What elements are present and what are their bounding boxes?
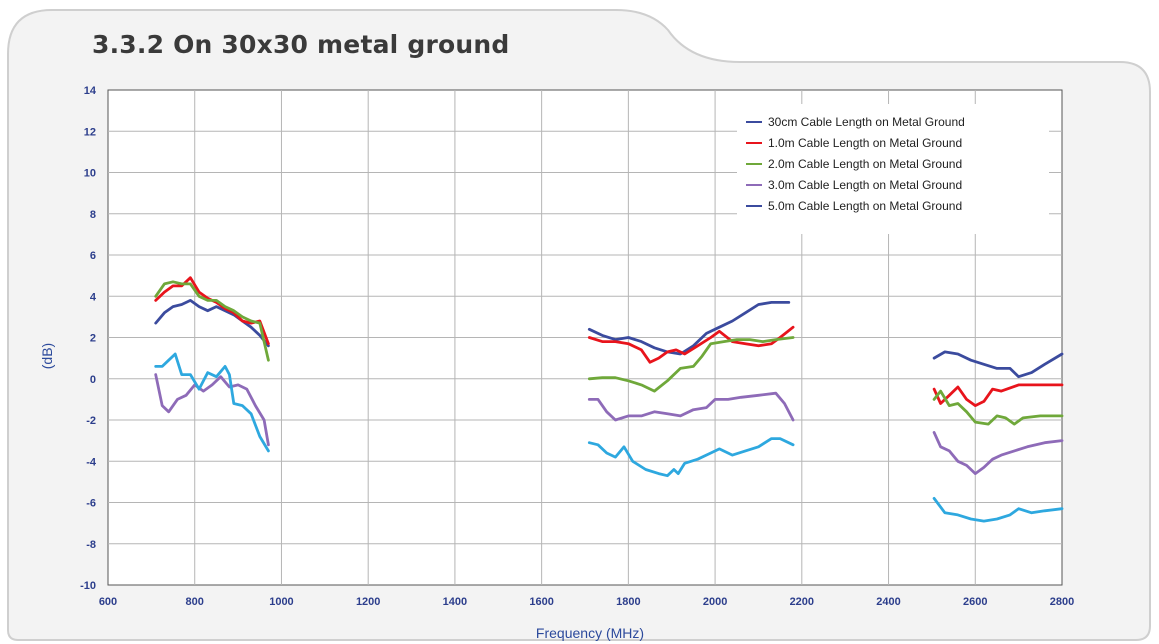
legend-entry-label: 2.0m Cable Length on Metal Ground <box>768 157 962 171</box>
x-tick-label: 2600 <box>963 596 987 608</box>
y-tick-label: -6 <box>86 498 96 510</box>
x-tick-label: 1200 <box>356 596 380 608</box>
series-line-3 <box>154 280 270 362</box>
series-line-2 <box>932 383 1064 407</box>
x-tick-label: 1600 <box>529 596 553 608</box>
y-tick-label: 6 <box>90 250 96 262</box>
x-tick-labels: 600 800 1000 1200 1400 1600 1800 2000 2200 2400 26… <box>99 596 1074 608</box>
y-tick-label: -2 <box>86 415 96 427</box>
y-tick-label: 4 <box>90 291 97 303</box>
x-tick-label: 2800 <box>1050 596 1074 608</box>
y-tick-label: 10 <box>84 168 96 180</box>
x-tick-label: 1400 <box>443 596 467 608</box>
x-tick-label: 2200 <box>790 596 814 608</box>
x-axis-label: Frequency (MHz) <box>536 625 644 641</box>
x-tick-label: 2400 <box>876 596 900 608</box>
page-title: 3.3.2 On 30x30 metal ground <box>92 30 510 59</box>
series-line-4 <box>587 391 795 422</box>
y-tick-label: -10 <box>80 580 96 592</box>
x-tick-label: 2000 <box>703 596 727 608</box>
legend: 30cm Cable Length on Metal Ground 1.0m Ca… <box>737 104 1049 234</box>
series-line-3 <box>587 336 795 393</box>
y-axis-label: (dB) <box>39 343 55 369</box>
series-line-1 <box>932 350 1064 379</box>
y-tick-label: 14 <box>84 85 97 97</box>
y-tick-label: 2 <box>90 333 96 345</box>
y-tick-labels: 14 12 10 8 6 4 2 0 -2 -4 -6 -8 -10 <box>80 85 97 592</box>
legend-box <box>737 104 1049 234</box>
y-tick-label: 0 <box>90 374 96 386</box>
legend-entry-label: 5.0m Cable Length on Metal Ground <box>768 199 962 213</box>
legend-entry-label: 3.0m Cable Length on Metal Ground <box>768 178 962 192</box>
series-line-4 <box>154 373 270 447</box>
series-line-4 <box>932 431 1064 475</box>
y-tick-label: -4 <box>86 456 97 468</box>
series-line-1 <box>154 299 270 348</box>
x-tick-label: 1800 <box>616 596 640 608</box>
legend-entry-label: 1.0m Cable Length on Metal Ground <box>768 136 962 150</box>
legend-entry-label: 30cm Cable Length on Metal Ground <box>768 115 965 129</box>
series-line-5 <box>932 497 1064 523</box>
series-line-3 <box>932 389 1064 426</box>
x-tick-label: 600 <box>99 596 117 608</box>
x-tick-label: 800 <box>186 596 204 608</box>
series-line-5 <box>587 437 795 478</box>
y-tick-label: 8 <box>90 209 96 221</box>
series-line-2 <box>587 325 795 364</box>
series-group <box>154 276 1064 523</box>
y-tick-label: -8 <box>86 539 96 551</box>
x-tick-label: 1000 <box>269 596 293 608</box>
series-line-5 <box>154 352 270 453</box>
series-line-1 <box>587 301 791 356</box>
y-tick-label: 12 <box>84 126 96 138</box>
